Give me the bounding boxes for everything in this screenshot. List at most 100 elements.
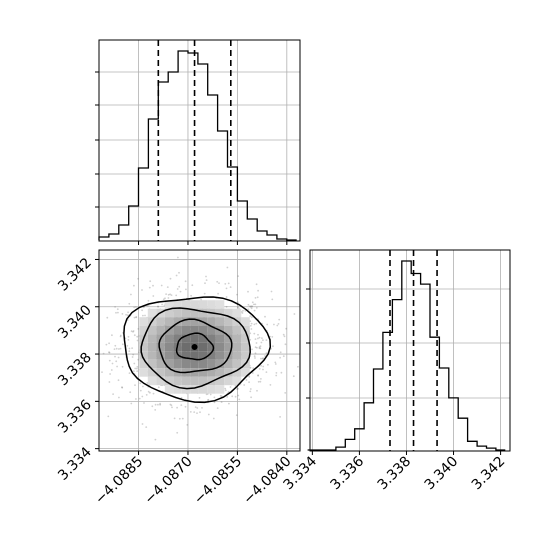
sample-point: [250, 307, 253, 310]
sample-point: [209, 393, 212, 396]
sample-point: [116, 308, 119, 311]
sample-point: [190, 294, 193, 297]
sample-point: [131, 347, 134, 349]
sample-point: [152, 284, 154, 287]
sample-point: [265, 371, 268, 373]
sample-point: [259, 345, 262, 348]
sample-point: [279, 416, 281, 418]
contour-level: [123, 296, 272, 404]
density-cell: [181, 300, 191, 309]
density-cell: [198, 359, 208, 369]
sample-point: [149, 280, 152, 283]
sample-point: [262, 365, 265, 368]
contour-level: [158, 318, 233, 374]
sample-point: [108, 351, 111, 354]
sample-point: [253, 332, 256, 335]
sample-point: [175, 274, 178, 277]
sample-point: [254, 352, 257, 355]
density-cell: [190, 368, 199, 377]
density-cell: [215, 342, 225, 352]
sample-point: [256, 296, 259, 299]
density-cell: [224, 308, 233, 318]
sample-point: [169, 293, 172, 296]
density-cell: [215, 300, 225, 309]
density-cell: [147, 342, 157, 352]
sample-point: [115, 311, 117, 314]
density-cell: [207, 342, 216, 352]
sample-point: [170, 294, 173, 296]
sample-point: [277, 323, 280, 325]
sample-point: [177, 256, 179, 259]
sample-point: [293, 313, 296, 315]
sample-point: [137, 358, 140, 361]
sample-point: [253, 355, 256, 358]
sample-point: [238, 398, 241, 401]
sample-point: [220, 401, 223, 403]
sample-point: [224, 283, 227, 285]
density-cell: [207, 385, 216, 394]
sample-point: [115, 347, 118, 350]
density-cell: [232, 368, 242, 377]
sample-point: [264, 355, 266, 357]
density-cell: [181, 376, 191, 386]
sample-point: [130, 293, 132, 296]
sample-point: [178, 271, 180, 274]
sample-point: [142, 314, 144, 317]
sample-point: [176, 431, 179, 434]
sample-point: [284, 392, 287, 394]
density-cell: [215, 351, 225, 360]
x-tick-label-param2: 3.340: [422, 454, 462, 494]
sample-point: [219, 394, 222, 397]
sample-point: [224, 389, 227, 392]
sample-point: [136, 367, 138, 370]
sample-point: [121, 386, 124, 389]
density-cell: [173, 351, 182, 360]
density-cell: [156, 325, 165, 335]
sample-point: [255, 283, 258, 286]
sample-point: [226, 266, 229, 269]
sample-point: [213, 401, 216, 404]
sample-point: [136, 366, 139, 368]
sample-point: [236, 293, 238, 296]
density-cell: [164, 317, 174, 326]
sample-point: [269, 384, 272, 386]
density-cell: [215, 385, 225, 394]
density-cell: [198, 368, 208, 377]
density-cell: [232, 342, 242, 352]
sample-point: [250, 328, 253, 330]
density-cell: [147, 376, 157, 386]
density-cell: [190, 334, 199, 343]
sample-point: [272, 345, 274, 348]
sample-point: [133, 316, 136, 319]
sample-point: [135, 316, 138, 319]
sample-point: [234, 395, 237, 398]
density-cell: [241, 334, 250, 343]
density-cell: [173, 376, 182, 386]
sample-point: [136, 370, 139, 372]
sample-point: [127, 311, 129, 314]
density-cell: [147, 359, 157, 369]
sample-point: [279, 351, 282, 354]
sample-point: [149, 391, 151, 394]
sample-point: [111, 334, 113, 337]
density-cell: [241, 317, 250, 326]
sample-point: [146, 382, 149, 384]
sample-point: [130, 402, 133, 405]
sample-point: [143, 402, 145, 404]
sample-point: [166, 286, 169, 288]
sample-point: [134, 367, 137, 370]
sample-point: [264, 315, 266, 318]
sample-point: [117, 311, 119, 314]
sample-point: [154, 438, 157, 441]
density-cell: [147, 308, 157, 318]
sample-point: [257, 333, 259, 336]
sample-point: [265, 352, 268, 354]
sample-point: [275, 374, 278, 377]
sample-point: [249, 315, 252, 317]
y-tick-label-param2: 3.336: [55, 397, 95, 437]
sample-point: [180, 396, 183, 399]
density-cell: [224, 325, 233, 335]
sample-point: [251, 348, 253, 351]
sample-point: [114, 306, 116, 308]
density-cell: [147, 351, 157, 360]
